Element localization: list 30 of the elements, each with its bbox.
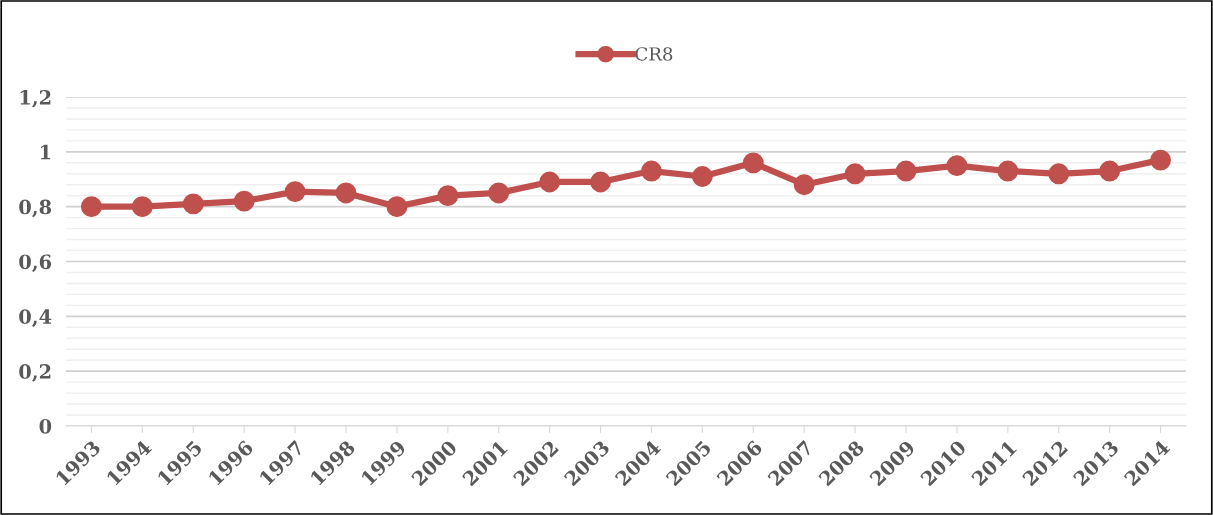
point: [793, 174, 815, 196]
point: [742, 152, 764, 174]
point: [1150, 149, 1171, 171]
point: [1048, 163, 1070, 185]
point: [590, 171, 611, 193]
y-tick-label: 0,4: [19, 309, 52, 327]
point: [131, 196, 153, 218]
y-tick-label: 0,2: [19, 364, 51, 382]
y-tick-label: 1: [40, 144, 51, 160]
point: [691, 166, 713, 187]
point: [641, 160, 662, 182]
point: [539, 171, 561, 193]
y-tick-label: 1,2: [20, 89, 51, 108]
point: [844, 163, 866, 185]
legend-label: CR8: [635, 47, 673, 61]
point: [335, 182, 357, 204]
point: [233, 190, 255, 212]
point: [488, 182, 510, 204]
point: [997, 160, 1019, 182]
point: [81, 196, 102, 218]
point: [946, 155, 968, 176]
point: [437, 185, 459, 207]
y-tick-label: 0,8: [19, 199, 52, 218]
y-tick-label: 0,6: [19, 254, 52, 273]
point: [895, 160, 917, 182]
y-tick-label: 0: [39, 418, 52, 434]
point: [1099, 160, 1121, 182]
point: [182, 193, 204, 215]
point: [284, 181, 306, 203]
point: [386, 196, 408, 218]
